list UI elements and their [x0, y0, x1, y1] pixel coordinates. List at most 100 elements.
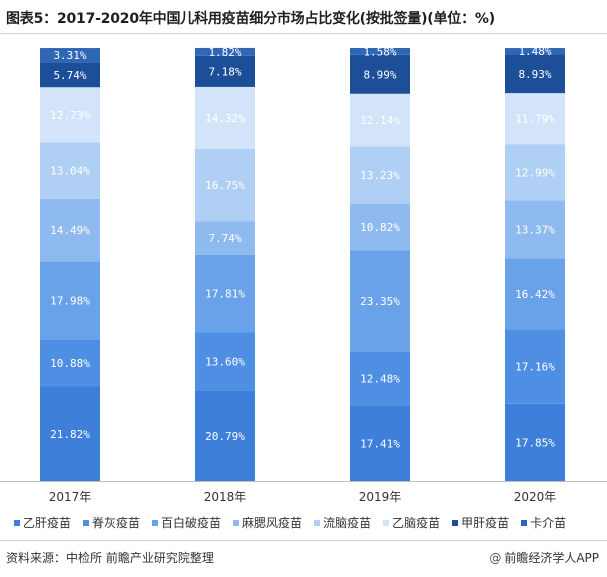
data-label: 12.14% [360, 114, 400, 127]
bar-segment [350, 351, 410, 406]
legend-label: 卡介苗 [530, 516, 567, 530]
bar-segment [195, 390, 255, 481]
bar-segment [350, 146, 410, 204]
data-label: 7.18% [208, 65, 241, 78]
brand-credit: @ 前瞻经济学人APP [489, 549, 599, 566]
data-label: 16.75% [205, 179, 245, 192]
data-label: 17.81% [205, 288, 245, 301]
x-tick-label: 2018年 [204, 490, 247, 504]
legend-item: 流脑疫苗 [314, 514, 371, 531]
brand-name: 前瞻经济学人APP [504, 551, 599, 565]
legend-item: 百白破疫苗 [152, 514, 221, 531]
bar-segment [350, 93, 410, 147]
bar-segment [40, 198, 100, 262]
data-label: 13.37% [515, 223, 555, 236]
bar-segment [40, 87, 100, 143]
bar-segment [40, 48, 100, 63]
bar-segment [505, 144, 565, 201]
bar-segment [195, 148, 255, 222]
bar-segment [350, 250, 410, 352]
data-label: 12.99% [515, 166, 555, 179]
bar-segment [195, 86, 255, 149]
at-sign-icon: @ [489, 550, 502, 565]
bar-segment [195, 332, 255, 391]
bar-segment [505, 329, 565, 404]
data-label: 13.23% [360, 169, 400, 182]
data-label: 14.49% [50, 224, 90, 237]
data-label: 20.79% [205, 430, 245, 443]
bar-segment [505, 48, 565, 55]
data-label: 13.04% [50, 165, 90, 178]
data-label: 1.48% [518, 45, 551, 58]
bar-segment [40, 339, 100, 387]
data-label: 7.74% [208, 232, 241, 245]
data-label: 8.93% [518, 68, 551, 81]
data-label: 13.60% [205, 356, 245, 369]
bar-segment [505, 93, 565, 145]
bar-segment [505, 54, 565, 94]
data-label: 8.99% [363, 68, 396, 81]
data-label: 14.32% [205, 112, 245, 125]
bar-segment [350, 203, 410, 251]
data-label: 17.41% [360, 437, 400, 450]
data-label: 12.73% [50, 109, 90, 122]
data-label: 3.31% [53, 49, 86, 62]
legend-item: 卡介苗 [521, 514, 566, 531]
legend-swatch [233, 519, 240, 526]
legend-swatch [14, 519, 20, 526]
legend-label: 流脑疫苗 [323, 516, 372, 530]
legend-swatch [452, 519, 459, 526]
data-label: 16.42% [515, 288, 555, 301]
legend-item: 麻腮风疫苗 [233, 514, 302, 531]
data-label: 5.74% [53, 69, 86, 82]
bar-segment [195, 47, 255, 56]
data-label: 10.88% [50, 357, 90, 370]
data-label: 17.98% [50, 294, 90, 307]
data-label: 10.82% [360, 221, 400, 234]
stacked-bar-chart: 21.82% 10.88% 17.98% 14.49% 13.04% 12.73% 5.74… [0, 45, 607, 504]
legend-label: 甲肝疫苗 [461, 516, 510, 530]
bar-segment [505, 403, 565, 481]
legend-label: 脊灰疫苗 [92, 516, 141, 530]
chart-title: 图表5：2017-2020年中国儿科用疫苗细分市场占比变化(按批签量)(单位：%… [6, 11, 495, 27]
x-tick-label: 2020年 [514, 490, 557, 504]
legend-label: 乙脑疫苗 [392, 516, 441, 530]
bar-segment [505, 200, 565, 259]
legend-swatch [383, 519, 390, 526]
title-divider [0, 33, 607, 34]
bar-segment [195, 221, 255, 255]
data-label: 11.79% [515, 113, 555, 126]
footer-divider [0, 540, 607, 541]
legend-item: 乙肝疫苗 [14, 514, 71, 531]
legend-label: 麻腮风疫苗 [242, 516, 303, 530]
data-label: 17.16% [515, 361, 555, 374]
bar-segment [40, 261, 100, 340]
legend-swatch [152, 519, 159, 526]
legend-item: 乙脑疫苗 [383, 514, 440, 531]
legend-swatch [521, 519, 528, 526]
bar-segment [195, 55, 255, 87]
legend-label: 乙肝疫苗 [23, 516, 72, 530]
data-label: 1.58% [363, 45, 396, 58]
bar-segment [350, 405, 410, 481]
legend-swatch [314, 519, 321, 526]
data-label: 12.48% [360, 373, 400, 386]
bar-segment [350, 48, 410, 55]
legend-item: 甲肝疫苗 [452, 514, 509, 531]
data-label: 17.85% [515, 436, 555, 449]
bar-segment [40, 386, 100, 481]
bar-segment [350, 54, 410, 94]
legend-item: 脊灰疫苗 [83, 514, 140, 531]
source-note: 资料来源：中检所 前瞻产业研究院整理 [6, 551, 214, 565]
bar-segment [40, 142, 100, 199]
chart-legend: 乙肝疫苗 脊灰疫苗 百白破疫苗 麻腮风疫苗 流脑疫苗 乙脑疫苗 甲肝疫苗 卡介苗 [14, 514, 566, 531]
data-label: 1.82% [208, 46, 241, 59]
legend-swatch [83, 519, 90, 526]
x-tick-label: 2017年 [49, 490, 92, 504]
bar-segment [195, 254, 255, 333]
bar-segment [40, 62, 100, 88]
data-label: 23.35% [360, 295, 400, 308]
bar-segment [505, 258, 565, 330]
x-tick-label: 2019年 [359, 490, 402, 504]
legend-label: 百白破疫苗 [161, 516, 222, 530]
